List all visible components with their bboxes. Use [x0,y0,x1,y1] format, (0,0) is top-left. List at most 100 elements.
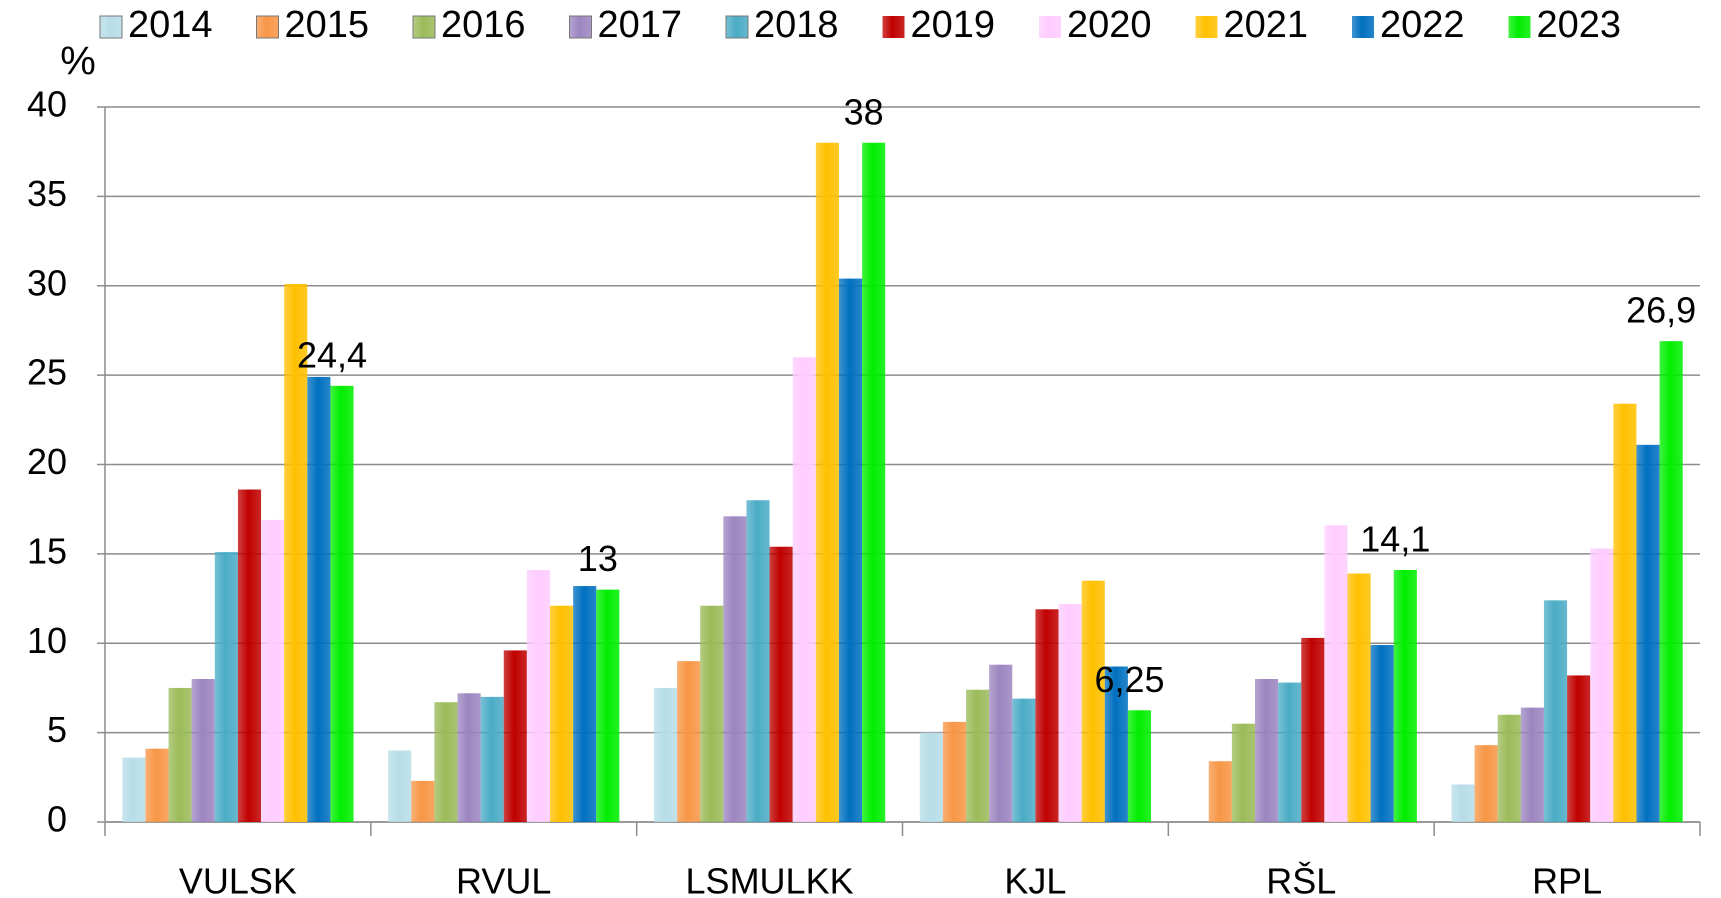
legend-swatch [725,15,749,39]
bar [550,605,574,822]
bar [1451,784,1475,822]
bar [838,278,863,823]
bar [942,721,967,822]
bar [434,702,458,822]
legend-label: 2022 [1380,4,1465,46]
bar [677,661,701,822]
legend-label: 2015 [285,4,370,46]
bar [815,142,839,822]
x-tick-label: RVUL [456,861,551,898]
bar [1370,645,1394,822]
bar [1058,603,1082,822]
bar [1127,710,1152,822]
x-tick-label: RPL [1532,861,1602,898]
bar [792,357,816,822]
bar [862,142,886,822]
legend-label: 2016 [441,4,526,46]
y-tick-label: 5 [47,709,67,750]
bar [284,283,308,822]
y-tick-label: 10 [27,620,67,661]
y-tick-label: 35 [27,173,67,214]
bar [145,748,169,822]
bar [919,732,943,822]
legend-swatch [99,15,123,39]
data-label: 13 [578,538,618,579]
y-tick-label: 40 [27,84,67,125]
legend-label: 2020 [1067,4,1152,46]
bar [1254,679,1279,822]
legend-label: 2019 [911,4,996,46]
bar [653,687,678,822]
legend-swatch [1352,16,1374,38]
y-tick-label: 25 [27,352,67,393]
bar [237,489,262,822]
bar [168,687,192,822]
data-label: 6,25 [1094,659,1164,700]
legend-label: 2023 [1537,4,1622,46]
data-label: 26,9 [1626,290,1696,331]
bar [191,679,215,822]
x-tick-label: KJL [1004,861,1066,898]
legend-swatch [412,15,436,39]
bar [122,757,146,822]
bar [1590,548,1614,822]
bar [1347,573,1371,822]
bar [596,589,620,822]
bar [723,516,747,822]
bar [411,780,435,822]
legend-swatch [882,16,905,38]
bar [503,650,527,822]
legend-swatch [569,15,592,39]
bar [1081,580,1105,822]
bar [214,552,238,822]
legend-swatch [1508,16,1531,38]
bar [1393,569,1417,822]
data-label: 14,1 [1360,518,1430,559]
bar [1208,761,1232,822]
bar [700,605,724,822]
legend-label: 2017 [598,4,683,46]
data-label: 24,4 [297,334,367,375]
bar [746,500,770,822]
bar [1012,698,1036,822]
legend-label: 2018 [754,4,839,46]
bar [1104,666,1128,822]
bar [526,569,551,822]
bar [1520,707,1544,822]
y-axis-label: % [60,40,96,84]
legend-swatch [1039,16,1061,38]
bar [1543,600,1568,822]
bar [1301,637,1325,822]
bar [1324,525,1348,822]
bar [1035,609,1059,822]
bar [1497,714,1521,822]
x-tick-label: RŠL [1266,861,1336,898]
bar [388,750,412,822]
bar [307,376,331,822]
bar [1231,723,1255,822]
bar [480,696,504,822]
bar [573,586,597,822]
legend-swatch [1195,16,1218,38]
bar [1613,403,1637,822]
bar [330,385,354,822]
bar [1474,745,1498,822]
bar [769,546,793,822]
bar [1659,341,1683,822]
legend-swatch [256,15,279,39]
y-tick-label: 30 [27,262,67,303]
legend-label: 2021 [1224,4,1309,46]
bar [1567,675,1591,822]
y-tick-label: 20 [27,441,67,482]
x-tick-label: LSMULKK [686,861,854,898]
bar [966,689,990,822]
bar [261,519,285,822]
legend-label: 2014 [128,4,213,46]
bar [1636,444,1660,822]
data-label: 38 [844,91,884,132]
bar [1278,682,1302,822]
y-tick-label: 15 [27,530,67,571]
x-tick-label: VULSK [179,861,297,898]
bar [989,664,1013,822]
